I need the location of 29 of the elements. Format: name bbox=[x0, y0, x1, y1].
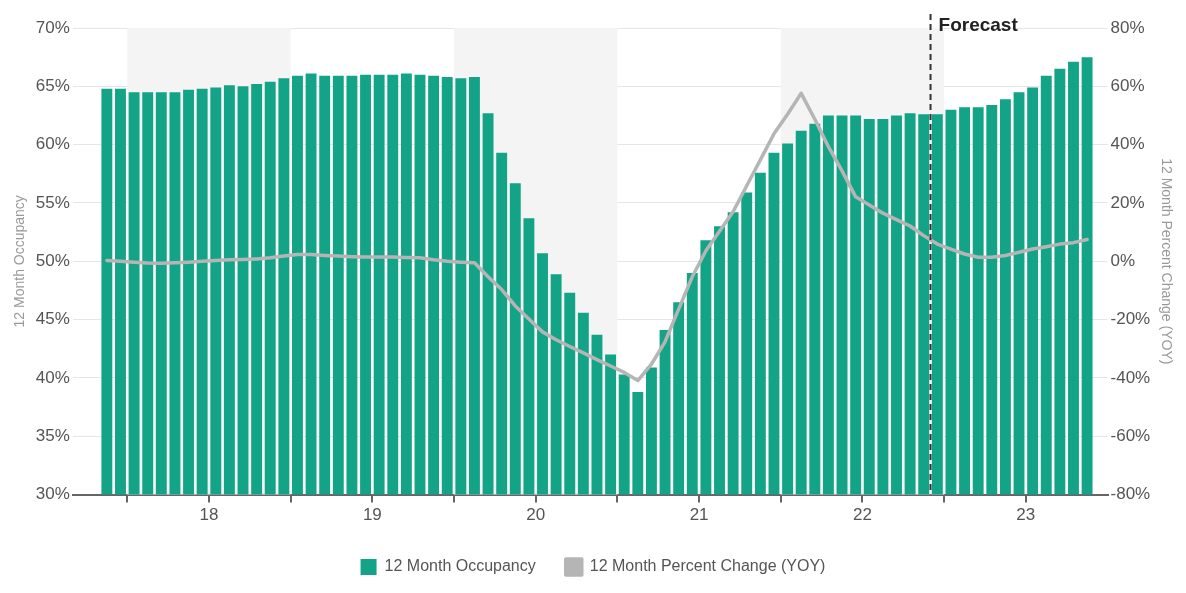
legend-label: 12 Month Percent Change (YOY) bbox=[589, 557, 826, 575]
legend-label: 12 Month Occupancy bbox=[384, 557, 536, 575]
y2-tick-label: 0% bbox=[1110, 250, 1136, 270]
y2-tick-label: 80% bbox=[1110, 17, 1145, 37]
y-tick-label: 65% bbox=[35, 76, 70, 96]
x-tick-label: 23 bbox=[1016, 505, 1036, 525]
y-tick-label: 70% bbox=[35, 17, 70, 37]
y2-tick-label: 40% bbox=[1110, 134, 1145, 154]
x-tick-label: 22 bbox=[853, 505, 872, 525]
x-tick-label: 18 bbox=[199, 505, 219, 525]
y-tick-label: 60% bbox=[35, 134, 70, 154]
y2-tick-label: 20% bbox=[1110, 192, 1145, 212]
y-tick-label: 30% bbox=[35, 484, 70, 504]
y2-tick-label: -80% bbox=[1110, 484, 1151, 504]
y-axis-title: 12 Month Occupancy bbox=[11, 195, 28, 328]
y-tick-label: 35% bbox=[35, 425, 70, 445]
y-tick-label: 40% bbox=[35, 367, 70, 387]
x-tick-label: 19 bbox=[362, 505, 382, 525]
y2-tick-label: 60% bbox=[1110, 76, 1145, 96]
y2-tick-label: -40% bbox=[1110, 367, 1151, 387]
y2-axis-title: 12 Month Percent Change (YOY) bbox=[1158, 158, 1175, 365]
y-tick-label: 55% bbox=[35, 192, 70, 212]
y2-tick-label: -60% bbox=[1110, 425, 1151, 445]
x-tick-label: 21 bbox=[689, 505, 709, 525]
y-tick-label: 50% bbox=[35, 250, 70, 270]
x-tick-label: 20 bbox=[526, 505, 546, 525]
y2-tick-label: -20% bbox=[1110, 309, 1151, 329]
ref-line-label: Forecast bbox=[938, 13, 1019, 35]
y-tick-label: 45% bbox=[35, 309, 70, 329]
